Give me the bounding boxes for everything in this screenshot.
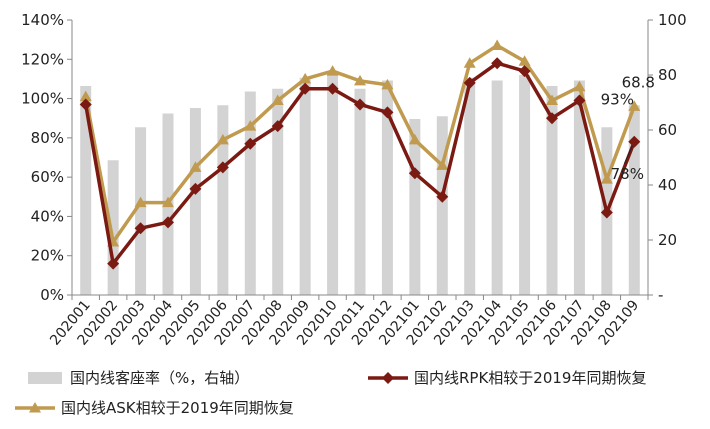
- ask-marker: [600, 173, 613, 184]
- rpk-marker: [162, 216, 174, 229]
- ask-marker: [326, 65, 339, 76]
- left-tick-label: 0%: [40, 286, 64, 304]
- line-series-group: [79, 39, 641, 270]
- bar: [519, 75, 531, 295]
- ask-marker: [29, 402, 41, 413]
- rpk-marker: [546, 112, 558, 125]
- rpk-marker: [463, 76, 476, 89]
- ask-marker: [271, 94, 284, 106]
- rpk-marker: [299, 82, 312, 95]
- left-tick-label: 40%: [31, 207, 64, 225]
- annotations-group: 68.893% 78%: [601, 73, 655, 183]
- legend: 国内线客座率（%，右轴） 国内线RPK相较于2019年同期恢复国内线ASK相较于2…: [15, 369, 646, 417]
- ask-marker: [573, 80, 586, 92]
- bar: [272, 88, 284, 295]
- bar: [135, 127, 147, 295]
- annotation-rpk-leader: [623, 145, 633, 164]
- rpk-marker: [107, 257, 120, 270]
- ask-marker: [134, 196, 147, 208]
- ask-marker: [628, 100, 641, 111]
- bar: [464, 77, 476, 295]
- rpk-marker: [491, 57, 504, 70]
- bar: [436, 116, 448, 295]
- right-tick-label: 40: [658, 176, 677, 194]
- annotation-rpk: 78%: [611, 165, 644, 183]
- rpk-marker: [271, 120, 284, 133]
- right-tick-label: 100: [658, 11, 687, 29]
- bar: [327, 75, 339, 295]
- bar: [189, 108, 201, 295]
- bar: [299, 77, 311, 295]
- ask-marker: [79, 90, 92, 102]
- bar: [217, 105, 229, 295]
- ask-marker: [354, 74, 366, 86]
- bar: [628, 105, 640, 295]
- right-tick-label: 60: [658, 121, 677, 139]
- annotation-load-factor: 68.8: [622, 73, 655, 91]
- rpk-marker: [216, 161, 229, 174]
- right-tick-label: -: [658, 286, 663, 304]
- rpk-marker: [189, 182, 202, 195]
- ask-marker: [408, 133, 421, 145]
- rpk-marker: [518, 65, 531, 78]
- bar: [107, 160, 119, 295]
- left-tick-label: 100%: [21, 90, 64, 108]
- ask-marker: [299, 72, 312, 84]
- rpk-marker: [408, 167, 421, 180]
- left-tick-label: 120%: [21, 50, 64, 68]
- rpk-marker: [628, 135, 641, 148]
- bar: [491, 80, 503, 295]
- ask-marker: [244, 120, 257, 131]
- left-tick-label: 60%: [31, 168, 64, 186]
- bar: [573, 80, 585, 295]
- rpk-marker: [573, 94, 586, 107]
- bar: [409, 119, 421, 295]
- right-tick-label: 20: [658, 231, 677, 249]
- ask-marker: [189, 161, 202, 172]
- rpk-marker: [326, 82, 339, 95]
- bar: [546, 86, 558, 295]
- ask-marker: [216, 133, 229, 145]
- rpk-marker: [354, 98, 366, 111]
- annotation-ask: 93%: [601, 90, 634, 108]
- ask-marker: [381, 78, 394, 90]
- legend-label-bar: 国内线客座率（%，右轴）: [70, 369, 249, 387]
- ask-marker: [463, 57, 476, 68]
- bar: [354, 88, 366, 295]
- legend-label-rpk: 国内线RPK相较于2019年同期恢复: [414, 369, 646, 387]
- rpk-marker: [600, 206, 613, 219]
- bar: [381, 80, 393, 295]
- axes-group: 0%20%40%60%80%100%120%140%-2040608010020…: [21, 11, 687, 349]
- rpk-marker: [79, 98, 92, 111]
- rpk-marker: [436, 190, 449, 203]
- bar: [80, 86, 92, 295]
- ask-marker: [436, 159, 449, 170]
- left-tick-label: 20%: [31, 247, 64, 265]
- right-tick-label: 80: [658, 66, 677, 84]
- rpk-marker: [382, 372, 394, 384]
- ask-marker: [491, 39, 504, 51]
- ask-marker: [162, 196, 174, 208]
- left-tick-label: 80%: [31, 129, 64, 147]
- rpk-marker: [381, 106, 394, 119]
- legend-swatch-bar: [28, 372, 62, 384]
- ask-marker: [518, 55, 531, 66]
- left-tick-label: 140%: [21, 11, 64, 29]
- rpk-marker: [134, 222, 147, 235]
- rpk-marker: [244, 137, 257, 150]
- bar: [244, 91, 256, 295]
- legend-label-ask: 国内线ASK相较于2019年同期恢复: [61, 399, 294, 417]
- ask-marker: [546, 94, 558, 106]
